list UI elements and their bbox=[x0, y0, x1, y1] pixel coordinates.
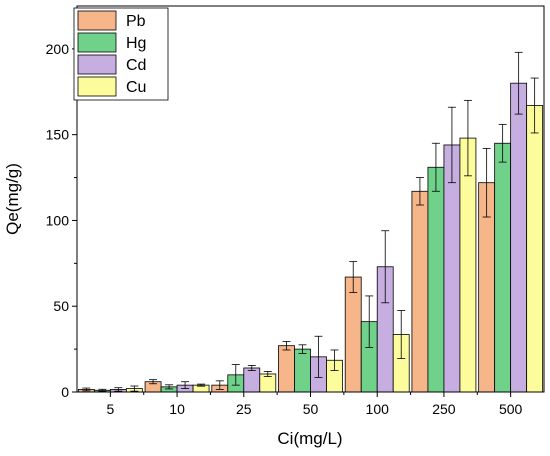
legend-swatch-hg bbox=[77, 32, 117, 53]
error-bar-pb-50 bbox=[282, 340, 291, 351]
error-bar-cu-10 bbox=[197, 383, 206, 387]
bar-pb-50 bbox=[278, 345, 295, 393]
error-bar-pb-250 bbox=[415, 177, 424, 206]
error-bar-hg-100 bbox=[365, 295, 374, 348]
x-tick-label: 100 bbox=[366, 401, 390, 417]
y-tick-label: 0 bbox=[61, 384, 69, 400]
error-bar-cu-250 bbox=[463, 99, 472, 177]
y-tick-label: 100 bbox=[46, 212, 70, 228]
legend-label-cu: Cu bbox=[126, 79, 146, 96]
error-bar-cu-25 bbox=[263, 371, 272, 377]
x-tick-label: 250 bbox=[432, 401, 456, 417]
bar-cu-500 bbox=[526, 105, 544, 393]
y-tick-label: 200 bbox=[46, 41, 70, 57]
error-bar-hg-250 bbox=[431, 142, 440, 192]
error-bar-hg-10 bbox=[165, 384, 174, 390]
error-bar-pb-500 bbox=[482, 147, 491, 218]
error-bar-pb-25 bbox=[215, 380, 224, 390]
x-tick-label: 10 bbox=[169, 401, 185, 417]
x-tick-label: 50 bbox=[303, 401, 319, 417]
legend: Pb Hg Cd Cu bbox=[73, 7, 169, 101]
error-bar-cu-50 bbox=[330, 349, 339, 371]
error-bar-cd-5 bbox=[114, 387, 123, 392]
legend-label-pb: Pb bbox=[126, 13, 146, 30]
bar-pb-100 bbox=[344, 276, 362, 393]
error-bar-cu-100 bbox=[397, 310, 406, 359]
error-bar-hg-50 bbox=[298, 344, 307, 354]
bar-cd-500 bbox=[510, 82, 528, 393]
bar-pb-250 bbox=[411, 190, 429, 393]
error-bar-pb-5 bbox=[82, 387, 91, 392]
bar-hg-250 bbox=[427, 166, 445, 393]
bar-hg-500 bbox=[494, 142, 512, 393]
y-tick-label: 50 bbox=[53, 298, 69, 314]
x-tick-label: 5 bbox=[106, 401, 114, 417]
error-bar-cu-500 bbox=[530, 77, 539, 134]
error-bar-cd-250 bbox=[447, 106, 456, 184]
error-bar-cd-10 bbox=[181, 381, 190, 389]
x-tick-label: 25 bbox=[236, 401, 252, 417]
legend-label-hg: Hg bbox=[126, 35, 146, 52]
error-bar-hg-25 bbox=[231, 364, 240, 386]
error-bar-cd-500 bbox=[514, 51, 523, 115]
error-bar-cd-50 bbox=[314, 335, 323, 378]
x-tick-label: 500 bbox=[499, 401, 523, 417]
y-axis-title: Qe(mg/g) bbox=[3, 163, 22, 235]
x-axis-title: Ci(mg/L) bbox=[277, 429, 342, 448]
legend-swatch-cu bbox=[77, 76, 117, 97]
legend-swatch-pb bbox=[77, 10, 117, 31]
error-bar-pb-100 bbox=[349, 261, 358, 293]
error-bar-cu-5 bbox=[130, 385, 139, 392]
legend-swatch-cd bbox=[77, 54, 117, 75]
error-bar-hg-5 bbox=[98, 388, 107, 392]
error-bar-cd-25 bbox=[247, 365, 256, 371]
error-bar-cd-100 bbox=[381, 230, 390, 304]
error-bar-hg-500 bbox=[498, 123, 507, 163]
error-bar-pb-10 bbox=[149, 379, 158, 385]
y-tick-label: 150 bbox=[46, 127, 70, 143]
bar-cd-25 bbox=[243, 367, 261, 393]
legend-label-cd: Cd bbox=[126, 57, 146, 74]
bar-hg-50 bbox=[294, 348, 311, 393]
